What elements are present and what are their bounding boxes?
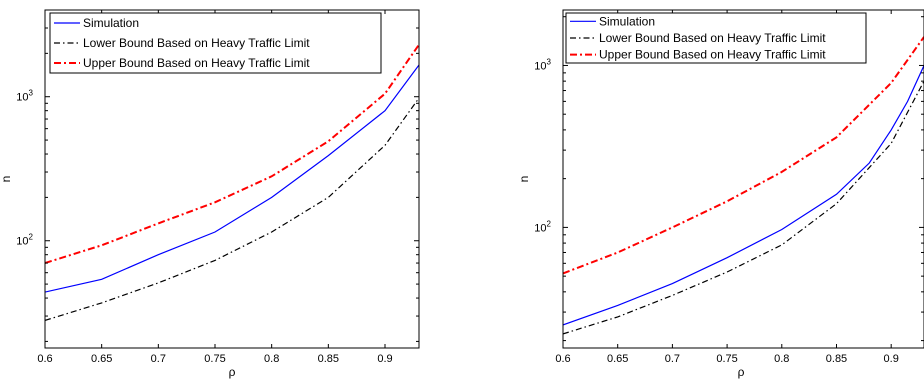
x-tick-label: 0.8 <box>774 353 789 365</box>
x-tick-label: 0.65 <box>607 353 628 365</box>
x-tick-label: 0.65 <box>91 353 112 365</box>
legend-box <box>49 12 382 74</box>
legend-label: Lower Bound Based on Heavy Traffic Limit <box>599 31 826 45</box>
x-tick-label: 0.85 <box>826 353 847 365</box>
x-tick-label: 0.7 <box>151 353 166 365</box>
x-tick-label: 0.9 <box>377 353 392 365</box>
x-tick-label: 0.75 <box>204 353 225 365</box>
x-tick-label: 0.8 <box>264 353 279 365</box>
legend: Simulation Lower Bound Based on Heavy Tra… <box>565 12 867 64</box>
chart-1: 0.6 0.65 0.7 0.75 0.8 0.85 0.9 102 103 ρ n Simulati… <box>0 9 420 379</box>
x-axis-label: ρ <box>229 365 236 379</box>
legend-box <box>565 12 867 64</box>
y-tick-label: 103 <box>16 89 33 104</box>
x-tick-label: 0.6 <box>555 353 570 365</box>
chart-2: 0.6 0.65 0.7 0.75 0.8 0.85 0.9 102 103 ρ n Simulati… <box>517 9 924 379</box>
y-tick-label: 102 <box>534 219 551 234</box>
y-tick-label: 103 <box>534 57 551 72</box>
x-tick-label: 0.9 <box>884 353 899 365</box>
series-line-2 <box>563 80 924 335</box>
x-tick-label: 0.7 <box>665 353 680 365</box>
x-tick-label: 0.6 <box>37 353 52 365</box>
plot-frame <box>44 9 420 349</box>
legend-label: Lower Bound Based on Heavy Traffic Limit <box>83 36 310 50</box>
series-line-2 <box>45 97 419 321</box>
series-line-3 <box>563 36 924 275</box>
series-line-1 <box>45 64 419 293</box>
x-axis-label: ρ <box>738 365 745 379</box>
legend-label: Upper Bound Based on Heavy Traffic Limit <box>83 56 310 70</box>
y-axis-label: n <box>0 176 13 183</box>
legend-label: Upper Bound Based on Heavy Traffic Limit <box>599 48 826 62</box>
x-tick-label: 0.85 <box>318 353 339 365</box>
legend: Simulation Lower Bound Based on Heavy Tra… <box>49 12 382 74</box>
x-tick-label: 0.75 <box>716 353 737 365</box>
series-line-1 <box>563 65 924 326</box>
legend-label: Simulation <box>83 16 139 30</box>
series-line-3 <box>45 44 419 264</box>
legend-label: Simulation <box>599 14 655 28</box>
y-tick-label: 102 <box>16 233 33 248</box>
y-axis-label: n <box>517 176 531 183</box>
